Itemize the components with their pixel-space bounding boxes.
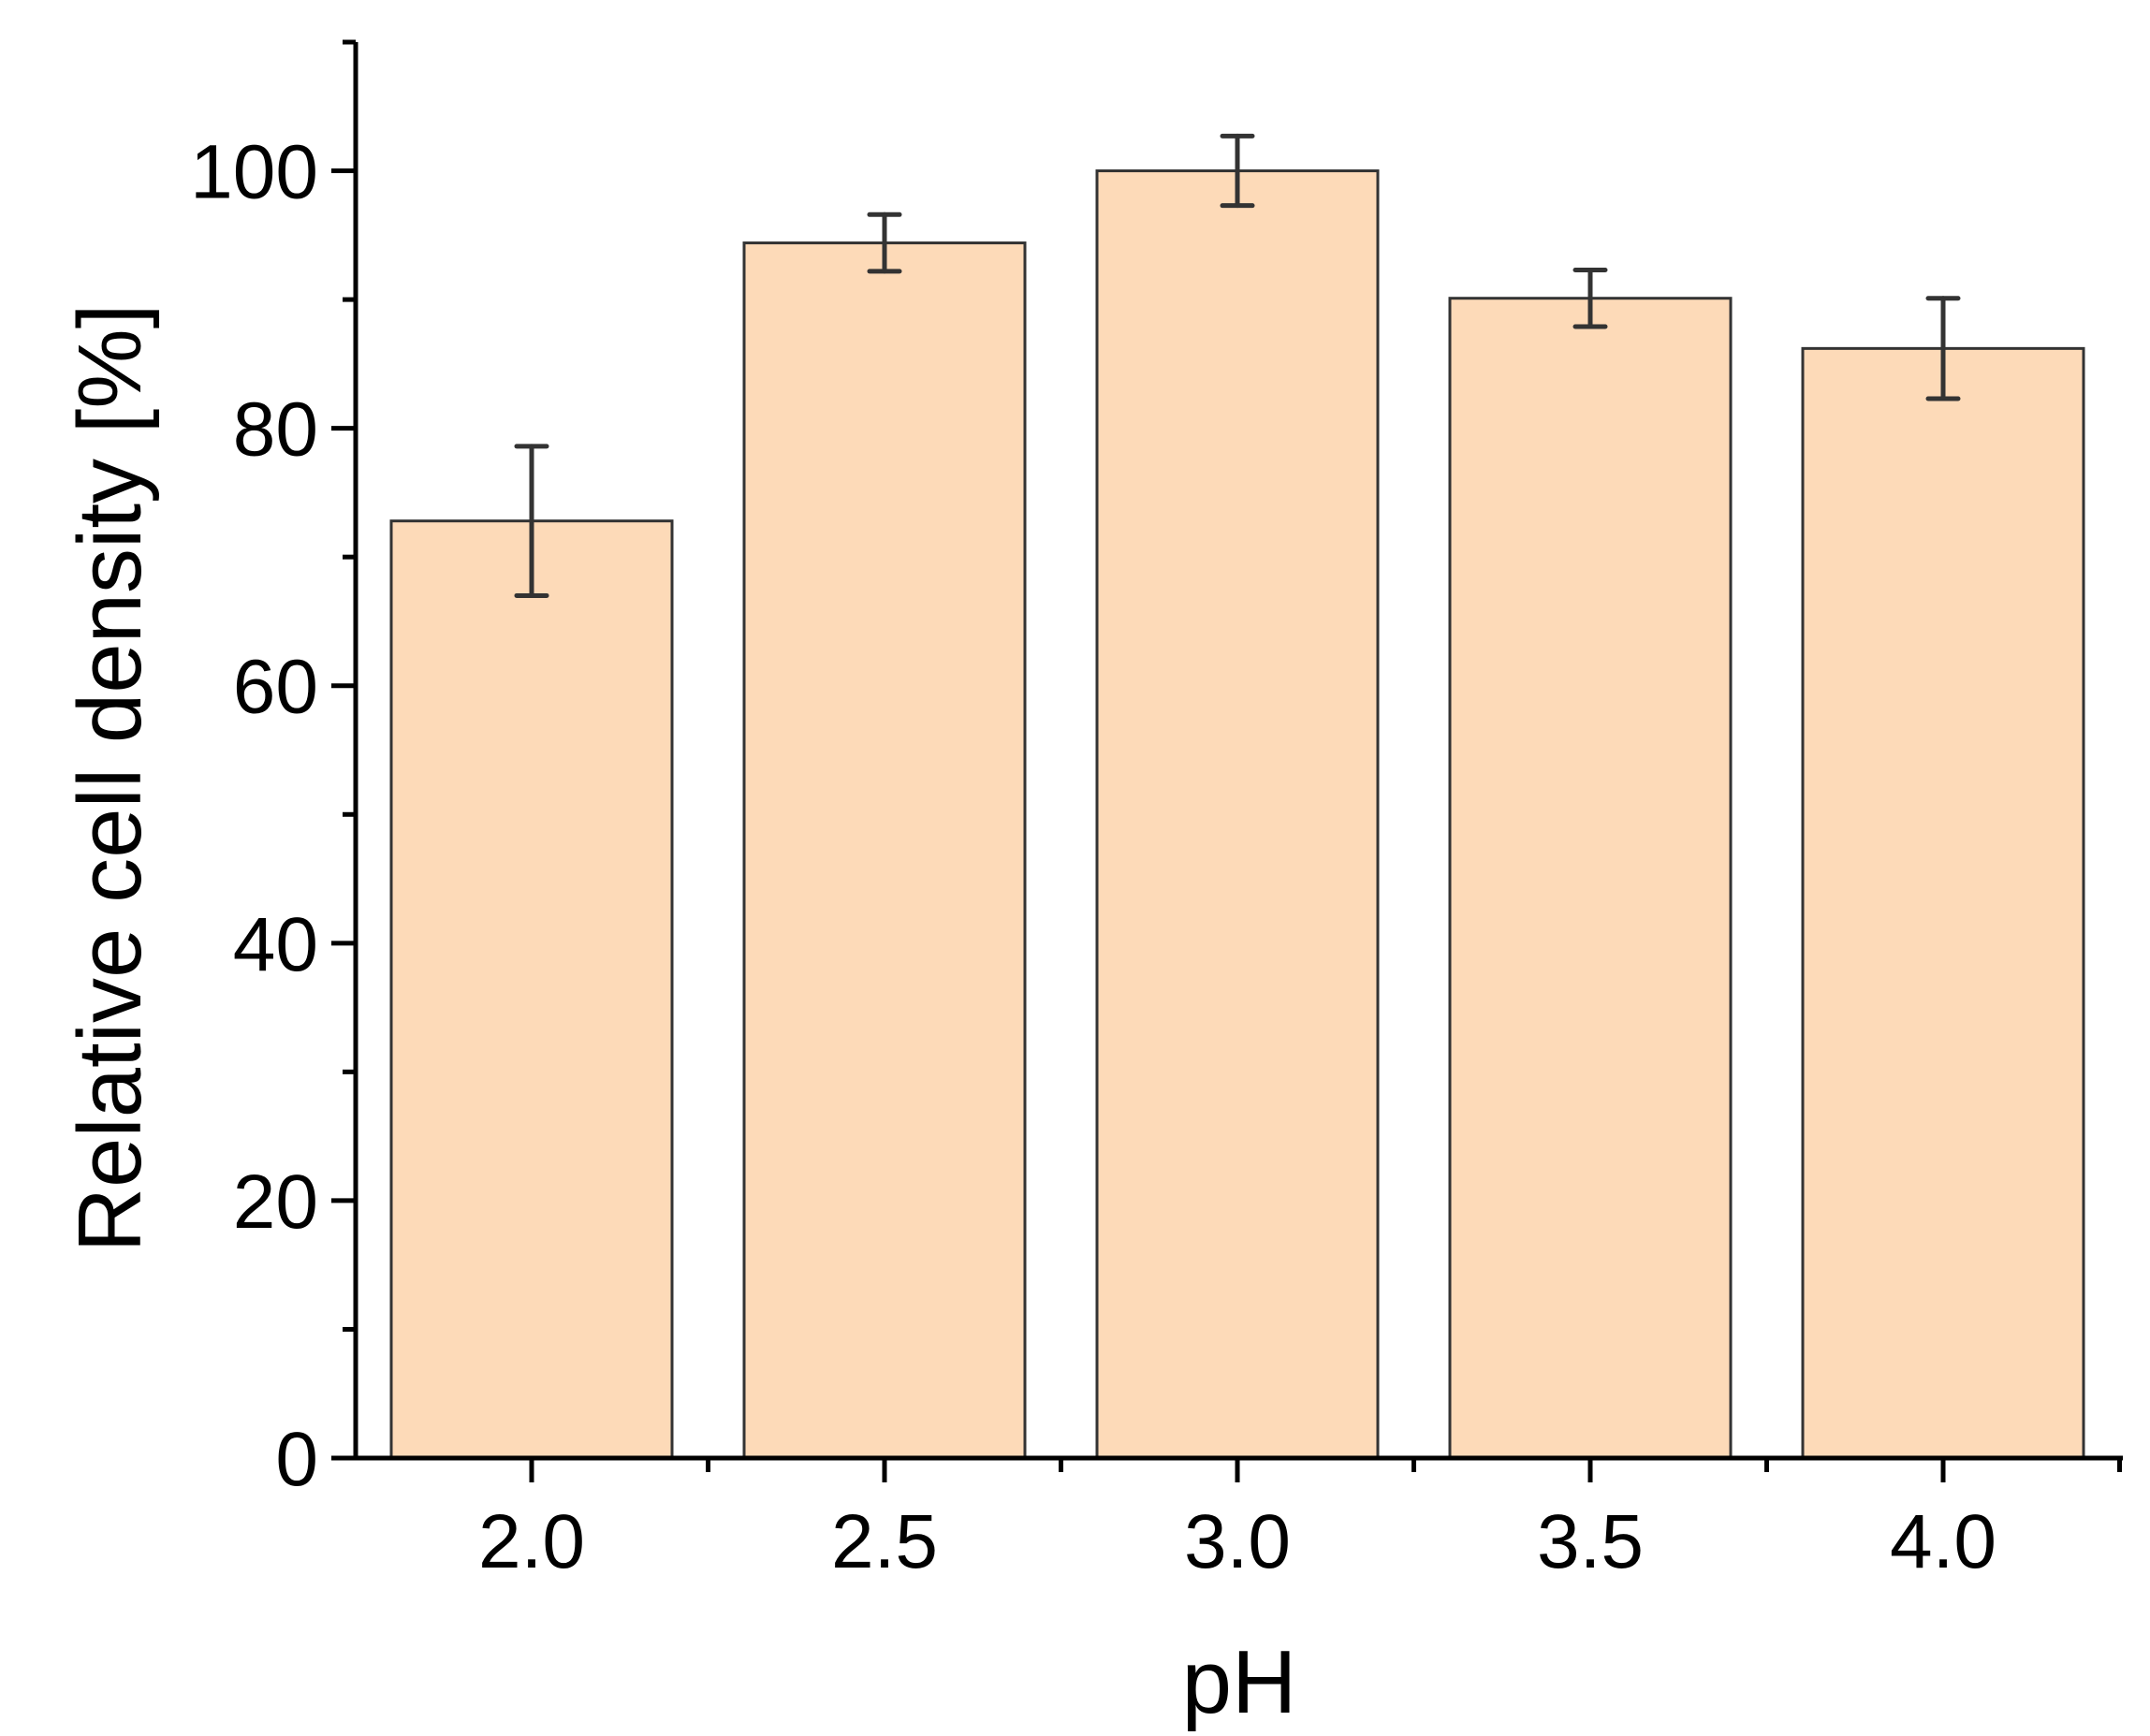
y-axis-title: Relative cell density [%]: [60, 304, 160, 1253]
y-tick-label: 20: [233, 1160, 318, 1245]
y-tick-label: 40: [233, 902, 318, 987]
error-bar-3.5: [1572, 267, 1608, 329]
x-tick-label: 4.0: [1890, 1499, 1996, 1584]
axes: [331, 39, 2123, 1482]
y-tick-label: 80: [233, 387, 318, 473]
x-axis-title: pH: [1182, 1632, 1297, 1732]
x-tick-label: 2.5: [831, 1499, 938, 1584]
error-bar-2.0: [514, 444, 549, 598]
tick-labels: 0 20 40 60 80 100 2.0 2.5 3.0 3.5 4.0: [190, 130, 1996, 1584]
x-tick-label: 3.5: [1537, 1499, 1644, 1584]
bar-2.5: [742, 241, 1027, 1460]
error-bars: [514, 133, 1961, 598]
bar-4.0: [1801, 346, 2085, 1460]
x-tick-label: 2.0: [478, 1499, 585, 1584]
x-tick-label: 3.0: [1184, 1499, 1291, 1584]
error-bar-4.0: [1925, 296, 1961, 401]
y-tick-label: 0: [275, 1417, 318, 1502]
error-bar-3.0: [1220, 133, 1255, 209]
bars: [389, 169, 2085, 1460]
error-bar-2.5: [867, 212, 902, 274]
y-tick-label: 60: [233, 645, 318, 730]
bar-3.0: [1095, 169, 1380, 1460]
bar-2.0: [389, 519, 674, 1460]
y-tick-label: 100: [190, 130, 318, 215]
bar-3.5: [1448, 297, 1733, 1460]
